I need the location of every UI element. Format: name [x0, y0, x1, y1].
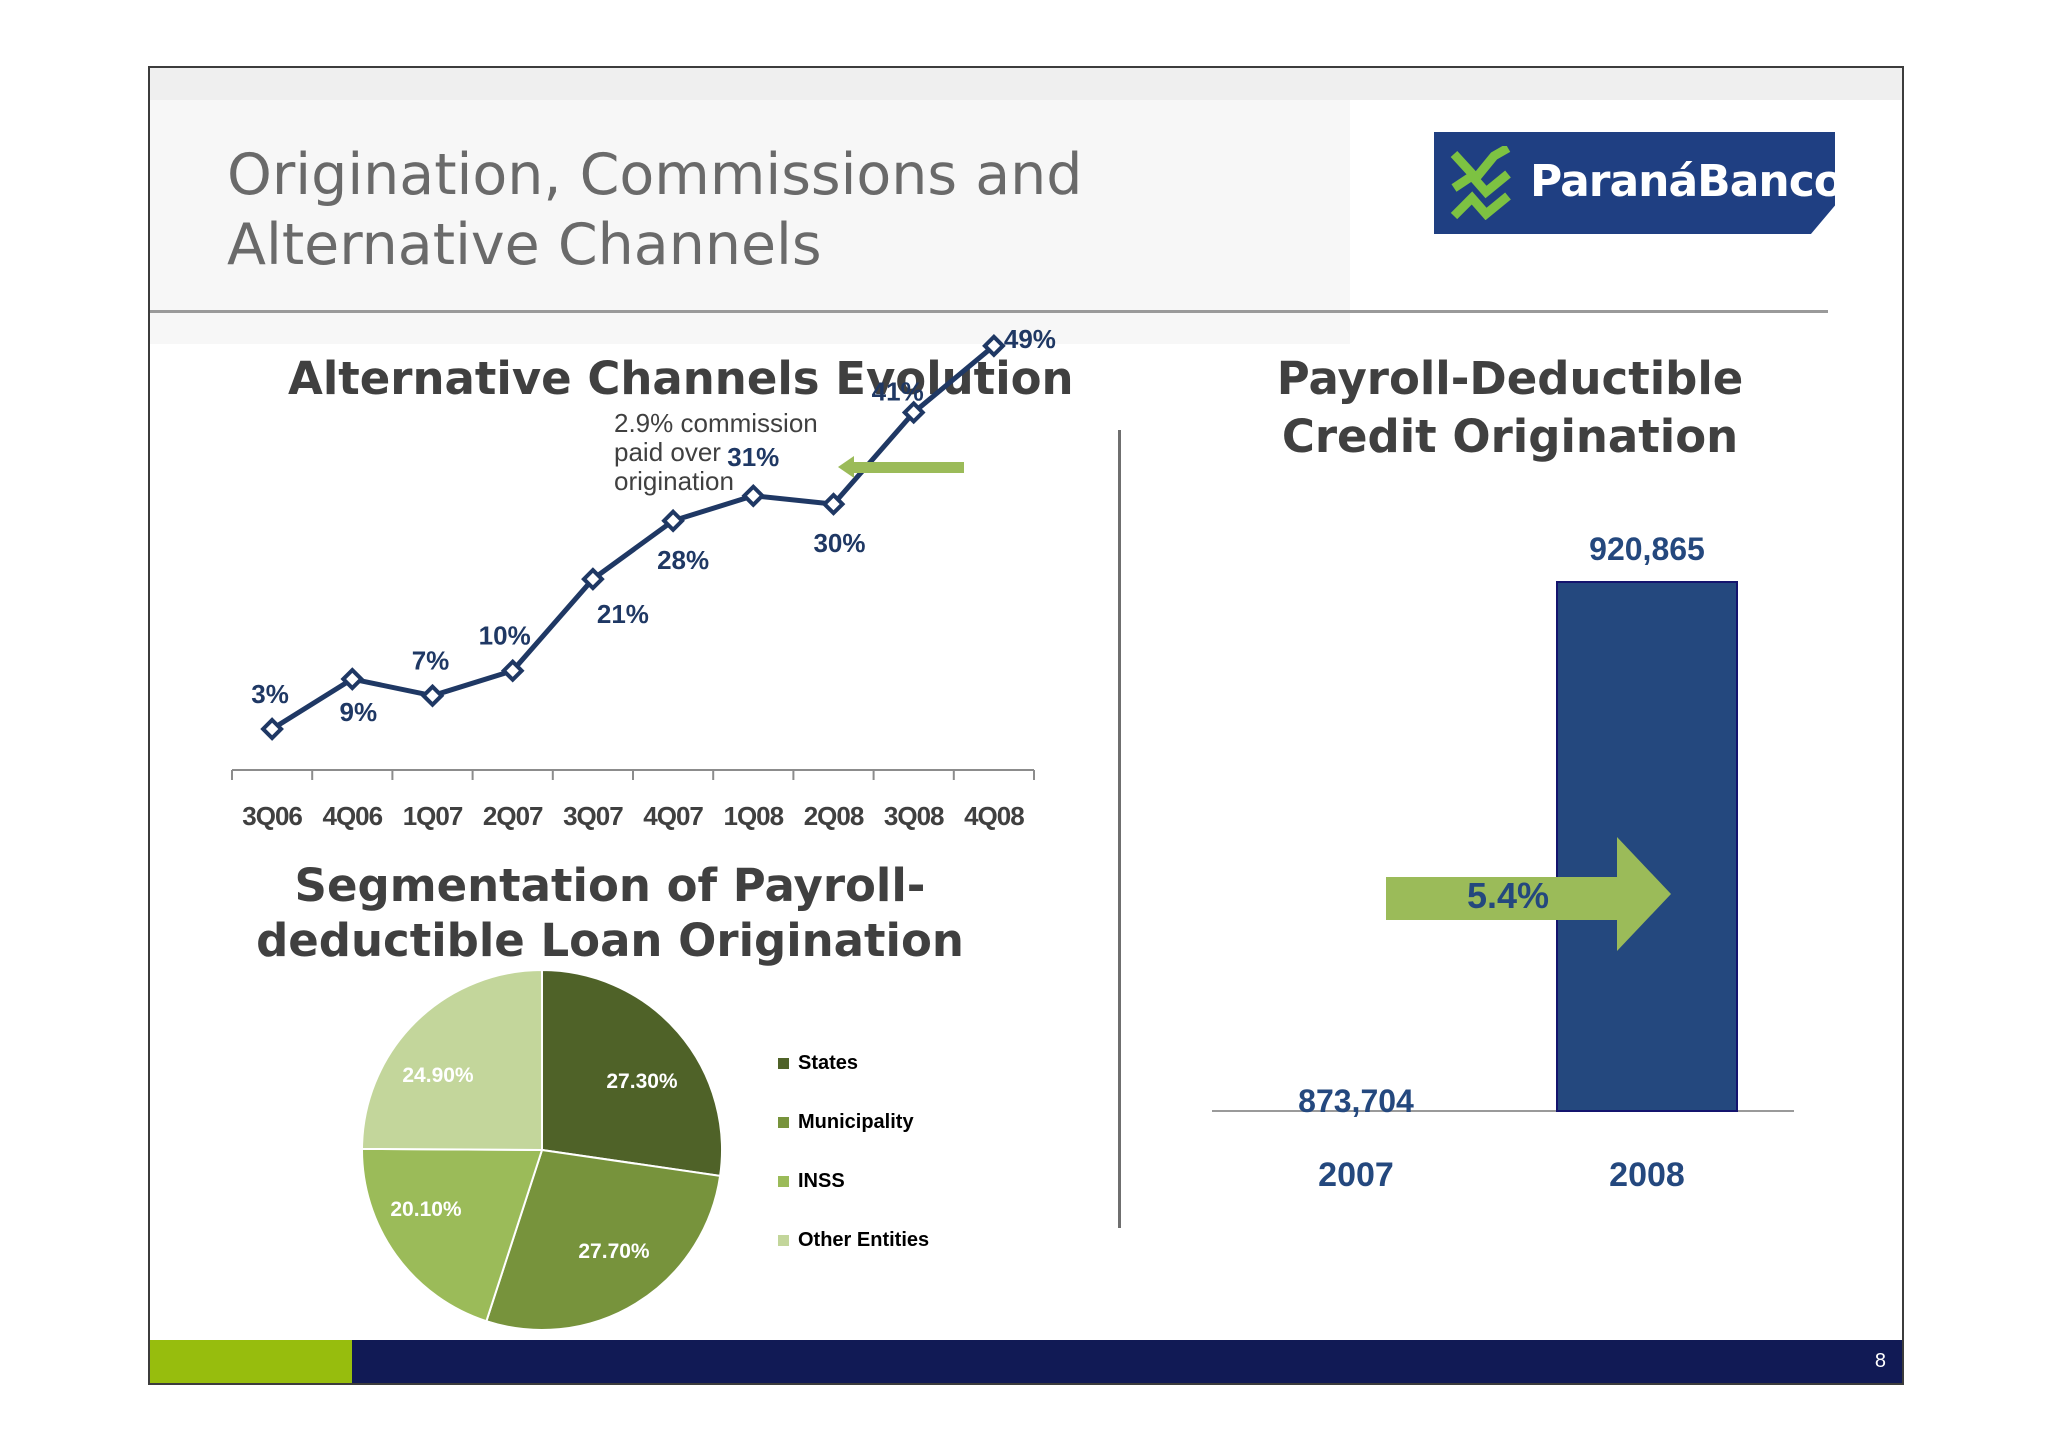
bar-chart-title: Payroll-Deductible Credit Origination [1276, 352, 1744, 463]
x-tick-label: 4Q08 [964, 801, 1024, 831]
data-point-marker [420, 683, 445, 708]
annotation-text: origination [614, 466, 734, 496]
x-tick-label: 3Q06 [242, 801, 302, 831]
data-label: 7% [412, 646, 450, 676]
x-tick-label: 4Q06 [322, 801, 382, 831]
legend-label: States [798, 1052, 858, 1074]
footer-accent [150, 1340, 352, 1383]
annotation-arrow-head [838, 456, 854, 478]
slide-title: Origination, Commissions and Alternative… [227, 140, 1082, 280]
legend-swatch [778, 1117, 789, 1128]
bar-value-label: 873,704 [1298, 1083, 1414, 1119]
line-chart: 3Q06 4Q06 1Q07 2Q07 3Q07 4Q07 1Q08 2Q08 3Q08 4Q08… [231, 324, 1056, 831]
legend-label: INSS [798, 1170, 845, 1192]
pie-slice [360, 968, 543, 1152]
data-label: 9% [340, 697, 378, 727]
slide-title-line-2: Alternative Channels [227, 212, 822, 278]
pie-slice [485, 1148, 722, 1331]
legend-swatch [778, 1176, 789, 1187]
data-point-marker [581, 567, 605, 591]
x-tick-label: 2008 [1609, 1156, 1685, 1194]
data-label: 30% [813, 528, 865, 558]
x-tick-label: 3Q07 [563, 801, 623, 831]
data-point-marker [821, 492, 846, 516]
pie-slice [361, 1147, 544, 1323]
x-tick-label: 1Q08 [723, 801, 783, 831]
bar [1556, 581, 1738, 1112]
data-label: 31% [727, 442, 779, 472]
pie-slice-label: 27.70% [578, 1240, 650, 1263]
logo-text: ParanáBanco [1530, 156, 1844, 207]
data-point-marker [741, 483, 766, 508]
x-tick-label: 1Q07 [403, 801, 463, 831]
pie-slice-label: 27.30% [606, 1070, 678, 1093]
slide-title-line-1: Origination, Commissions and [227, 142, 1083, 208]
growth-arrow [1386, 837, 1671, 951]
x-tick-label: 2Q07 [483, 801, 543, 831]
parana-banco-logo: ParanáBanco [1434, 132, 1835, 234]
legend-label: Other Entities [798, 1229, 929, 1251]
x-tick-label: 3Q08 [884, 801, 944, 831]
title-panel [150, 100, 1350, 344]
data-point-marker [500, 658, 525, 683]
annotation-arrow-shaft [850, 462, 964, 473]
data-point-marker [982, 334, 1006, 358]
data-point-marker [340, 667, 365, 691]
pie-slice-label: 24.90% [402, 1064, 474, 1087]
data-label: 28% [657, 545, 709, 575]
data-label: 3% [251, 679, 289, 709]
data-label: 41% [872, 376, 924, 406]
pie-slice-label: 20.10% [390, 1198, 462, 1221]
page-number: 8 [1874, 1350, 1886, 1372]
data-point-marker [661, 508, 685, 533]
data-point-marker [901, 400, 926, 425]
bar-chart: 873,704 2007 920,865 2008 5.4% [1212, 531, 1794, 1194]
legend-swatch [778, 1235, 789, 1246]
vertical-divider [1118, 430, 1121, 1228]
title-divider [150, 310, 1828, 313]
slide: Origination, Commissions and Alternative… [148, 66, 1904, 1385]
pie-chart-title: Segmentation of Payroll-deductible Loan … [256, 859, 964, 967]
x-tick-label: 4Q07 [643, 801, 703, 831]
pie-slice [541, 968, 723, 1178]
legend-swatch [778, 1058, 789, 1069]
top-band [150, 68, 1902, 100]
annotation-text: 2.9% commission [614, 408, 818, 438]
data-label: 10% [479, 621, 531, 651]
x-tick-label: 2Q08 [804, 801, 864, 831]
legend-label: Municipality [798, 1111, 914, 1133]
line-chart-title: Alternative Channels Evolution [288, 352, 1074, 405]
data-label: 49% [1004, 324, 1056, 354]
x-tick-label: 2007 [1318, 1156, 1394, 1194]
data-label: 21% [597, 599, 649, 629]
series-line [270, 343, 996, 732]
pie-chart: 27.30% 27.70% 20.10% 24.90% States Municipali… [360, 968, 929, 1331]
bar-value-label: 920,865 [1589, 531, 1705, 567]
data-point-marker [260, 717, 284, 741]
logo-mark-icon [1450, 146, 1511, 220]
footer-bar [352, 1340, 1902, 1383]
annotation-text: paid over [614, 437, 721, 467]
growth-label: 5.4% [1467, 875, 1549, 916]
